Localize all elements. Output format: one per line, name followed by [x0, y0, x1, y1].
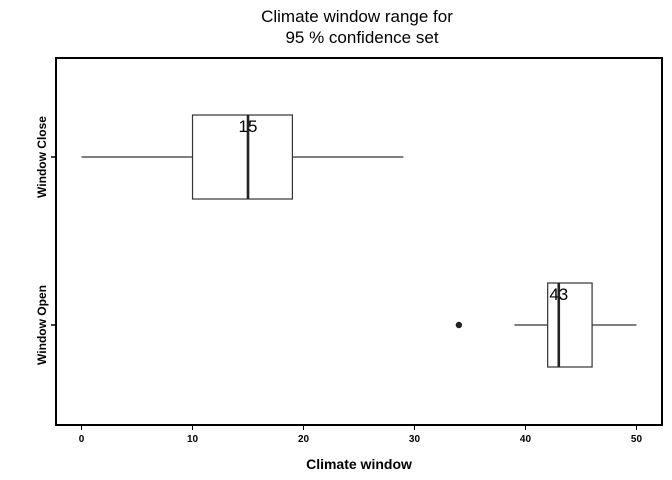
median-label: 43 — [549, 285, 568, 304]
x-tick-label: 10 — [187, 434, 199, 445]
y-category-label: Window Open — [35, 285, 49, 365]
median-label: 15 — [239, 117, 258, 136]
x-tick-label: 20 — [298, 434, 310, 445]
box-window-open: 43 — [455, 282, 637, 368]
box-window-close: 15 — [81, 114, 404, 200]
chart-title: Climate window range for 95 % confidence… — [261, 7, 453, 47]
plot-frame — [55, 57, 663, 426]
y-category-label: Window Close — [35, 116, 49, 198]
y-axis: Window Close Window Open — [35, 116, 56, 365]
x-tick-label: 50 — [631, 434, 643, 445]
x-tick-label: 0 — [79, 434, 85, 445]
chart-title-line-1: Climate window range for — [261, 7, 453, 26]
box-iqr — [191, 114, 294, 200]
x-tick-label: 30 — [409, 434, 421, 445]
outlier-point — [455, 321, 463, 329]
x-axis-title: Climate window — [306, 456, 412, 472]
box-iqr — [547, 282, 593, 368]
chart-title-line-2: 95 % confidence set — [285, 28, 438, 47]
x-tick-label: 40 — [520, 434, 532, 445]
x-axis: 0 10 20 30 40 50 — [79, 425, 643, 445]
